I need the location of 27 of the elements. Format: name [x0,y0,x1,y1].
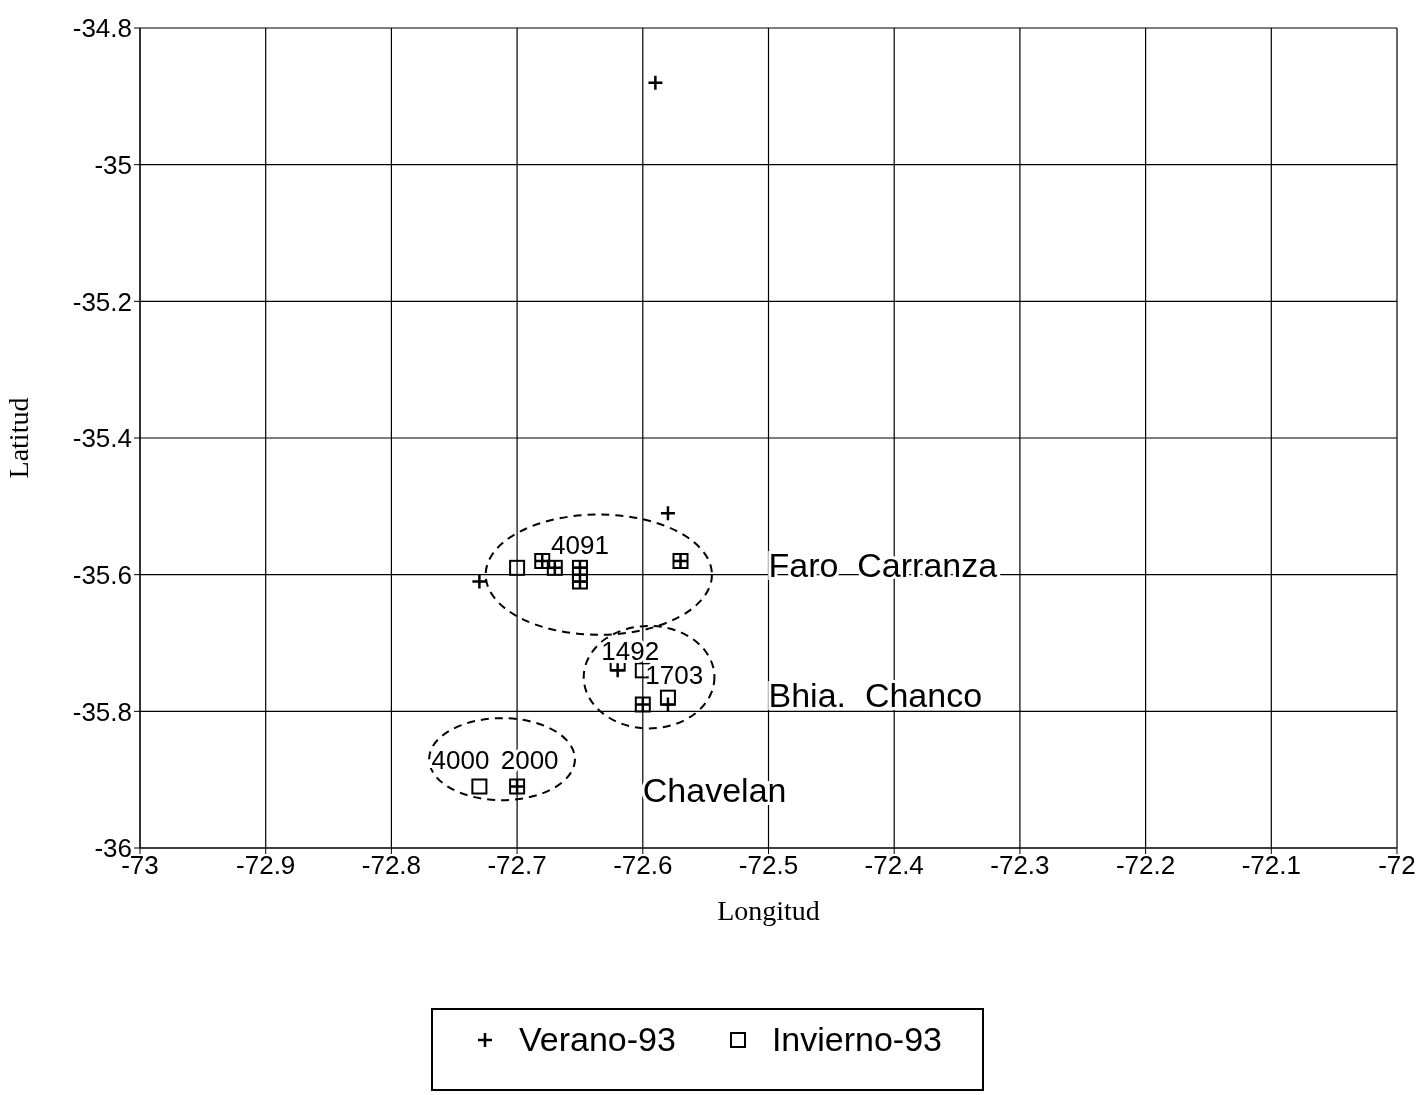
x-tick-label: -72.7 [487,850,547,881]
y-tick-label: -35.6 [72,559,132,590]
point [471,778,488,795]
y-tick-label: -35.2 [72,286,132,317]
x-tick-label: -72.8 [361,850,422,881]
x-tick-label: -72 [1378,850,1416,881]
y-axis-title: Latitud [2,397,34,479]
y-tick-label: -35.4 [72,423,132,454]
legend-label: Invierno-93 [771,1020,942,1059]
x-tick-label: -72.9 [236,850,296,881]
x-tick-label: -72.4 [864,850,924,881]
point [509,559,526,576]
y-tick-label: -35.8 [72,696,132,727]
annotation: 1703 [645,660,704,691]
legend-label: Verano-93 [518,1020,676,1059]
x-tick-label: -72.3 [990,850,1050,881]
x-tick-label: -72.5 [738,850,799,881]
y-tick-label: -34.8 [72,13,132,44]
annotation: 4091 [551,530,609,561]
x-axis-title: Longitud [717,895,820,926]
annotation: 4000 [431,745,490,776]
point [659,504,677,522]
x-tick-label: -72.1 [1241,850,1301,881]
y-tick-label: -35 [94,149,132,180]
x-tick-label: -72.6 [613,850,673,881]
x-tick-label: -72.2 [1115,850,1176,881]
point [659,689,676,706]
